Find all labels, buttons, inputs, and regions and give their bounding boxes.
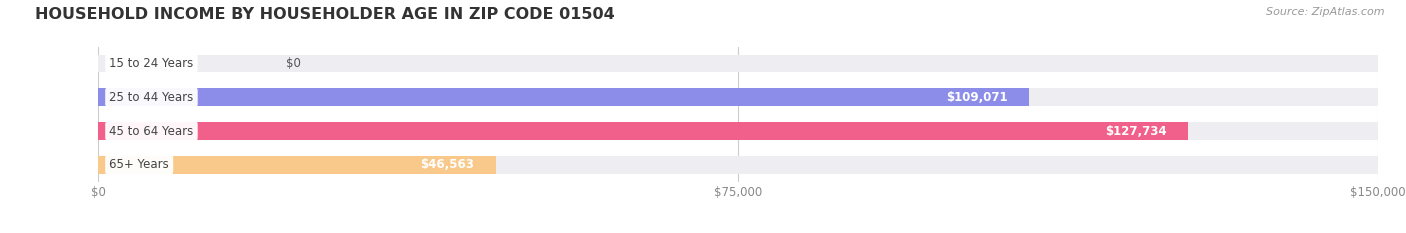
Bar	[98, 122, 1188, 140]
Bar	[98, 89, 1029, 106]
Bar	[98, 156, 1378, 174]
Bar	[98, 156, 495, 174]
Text: 65+ Years: 65+ Years	[110, 158, 169, 171]
Text: HOUSEHOLD INCOME BY HOUSEHOLDER AGE IN ZIP CODE 01504: HOUSEHOLD INCOME BY HOUSEHOLDER AGE IN Z…	[35, 7, 614, 22]
Text: $127,734: $127,734	[1105, 125, 1167, 137]
Bar	[98, 89, 1378, 106]
Text: 15 to 24 Years: 15 to 24 Years	[110, 57, 194, 70]
Text: $0: $0	[285, 57, 301, 70]
Bar	[98, 55, 1378, 72]
Bar	[98, 122, 1378, 140]
Text: $109,071: $109,071	[946, 91, 1008, 104]
Text: 45 to 64 Years: 45 to 64 Years	[110, 125, 194, 137]
Text: 25 to 44 Years: 25 to 44 Years	[110, 91, 194, 104]
Text: $46,563: $46,563	[420, 158, 474, 171]
Text: Source: ZipAtlas.com: Source: ZipAtlas.com	[1267, 7, 1385, 17]
